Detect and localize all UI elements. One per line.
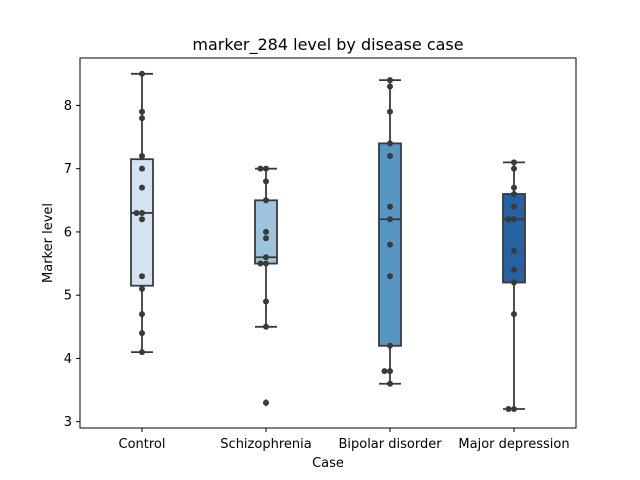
x-tick-label: Major depression [458,437,569,452]
x-axis: Control Schizophrenia Bipolar disorder Majo… [119,428,570,452]
data-point [139,70,145,77]
box-group-control [130,70,154,356]
y-tick-label: 6 [64,225,72,240]
data-point [263,178,269,185]
data-point [263,165,269,172]
x-tick-label: Schizophrenia [220,437,311,452]
box-group-major-depression [502,159,526,413]
data-point [139,285,145,292]
y-tick-label: 8 [64,99,72,114]
data-point [257,165,264,172]
data-point [387,368,393,375]
data-point [511,203,517,210]
data-point [387,108,393,115]
box [130,158,154,287]
data-point [511,247,517,254]
data-point [387,342,393,349]
data-point [511,266,517,273]
x-tick-label: Control [119,437,166,452]
data-point [511,159,517,166]
data-point [511,406,517,413]
data-point [511,311,517,318]
y-tick-label: 7 [64,162,72,177]
data-point [263,399,269,406]
data-point [263,228,269,235]
box-group-bipolar-disorder [378,77,402,387]
data-point [387,216,393,223]
data-point [139,165,145,172]
data-point [387,273,393,280]
data-point [263,323,269,330]
data-point [387,140,393,147]
data-point [511,184,517,191]
data-point [139,153,145,160]
x-tick-label: Bipolar disorder [338,437,442,452]
data-point [387,203,393,210]
box-group-schizophrenia [254,165,278,407]
data-point [263,197,269,204]
plot-area [130,70,526,413]
data-point [511,279,517,286]
chart-title: marker_284 level by disease case [192,35,463,55]
data-point [139,273,145,280]
data-point [133,209,140,216]
data-point [139,115,145,122]
y-axis: 3 4 5 6 7 8 [64,99,80,430]
y-tick-label: 4 [64,352,72,367]
y-axis-label: Marker level [41,203,56,283]
data-point [263,254,269,261]
plot-frame [79,57,577,429]
data-point [387,241,393,248]
y-tick-label: 5 [64,289,72,304]
data-point [263,260,269,267]
data-point [511,190,517,197]
data-point [139,330,145,337]
data-point [381,368,388,375]
data-point [139,209,145,216]
data-point [387,83,393,90]
x-axis-label: Case [312,456,344,471]
data-point [505,216,512,223]
data-point [505,406,512,413]
data-point [257,260,264,267]
data-point [263,235,269,242]
data-point [139,184,145,191]
data-point [139,108,145,115]
data-point [387,153,393,160]
data-point [139,311,145,318]
data-point [387,380,393,387]
data-point [511,216,517,223]
data-point [263,298,269,305]
data-point [511,165,517,172]
data-point [139,349,145,356]
y-tick-label: 3 [64,415,72,430]
data-point [387,77,393,84]
data-point [139,216,145,223]
